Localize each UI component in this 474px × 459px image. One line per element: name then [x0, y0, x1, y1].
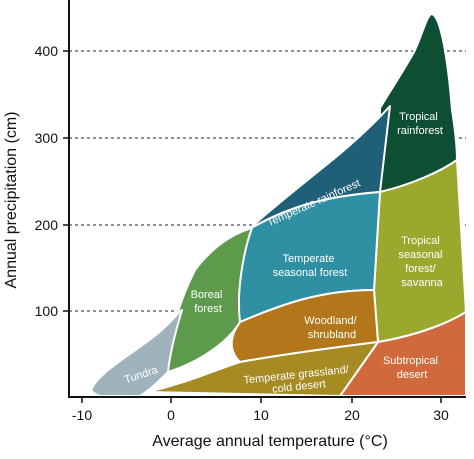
x-tick-label-20: 20 — [344, 407, 360, 423]
y-tick-label-400: 400 — [35, 43, 59, 59]
x-axis-title: Average annual temperature (°C) — [152, 433, 388, 450]
subtropical-desert-region — [339, 311, 467, 397]
axes — [63, 0, 466, 403]
x-tick-label-30: 30 — [433, 407, 449, 423]
y-tick-label-100: 100 — [35, 303, 59, 319]
y-tick-label-200: 200 — [35, 217, 59, 233]
tick-labels: 100 200 300 400 -10 0 10 20 30 — [35, 43, 449, 423]
boreal-label: Boreal forest — [191, 289, 226, 315]
x-tick-label-neg10: -10 — [72, 407, 92, 423]
boreal-region — [167, 227, 253, 373]
grassland-label: Temperate grassland/ cold desert — [243, 363, 354, 398]
grassland-region — [147, 341, 379, 397]
subtropical-desert-label: Subtropical desert — [383, 355, 441, 381]
tropical-seasonal-label: Tropical seasonal forest/ savanna — [398, 235, 445, 289]
tropical-rainforest-label: Tropical rainforest — [397, 111, 443, 137]
y-tick-label-300: 300 — [35, 130, 59, 146]
tundra-region — [90, 309, 183, 397]
y-axis-title: Annual precipitation (cm) — [3, 112, 20, 289]
temperate-seasonal-label: Temperate seasonal forest — [273, 253, 348, 279]
tropical-rainforest-region — [379, 13, 458, 193]
x-tick-label-10: 10 — [253, 407, 269, 423]
woodland-label: Woodland/ shrubland — [304, 315, 359, 341]
x-tick-label-0: 0 — [167, 407, 175, 423]
